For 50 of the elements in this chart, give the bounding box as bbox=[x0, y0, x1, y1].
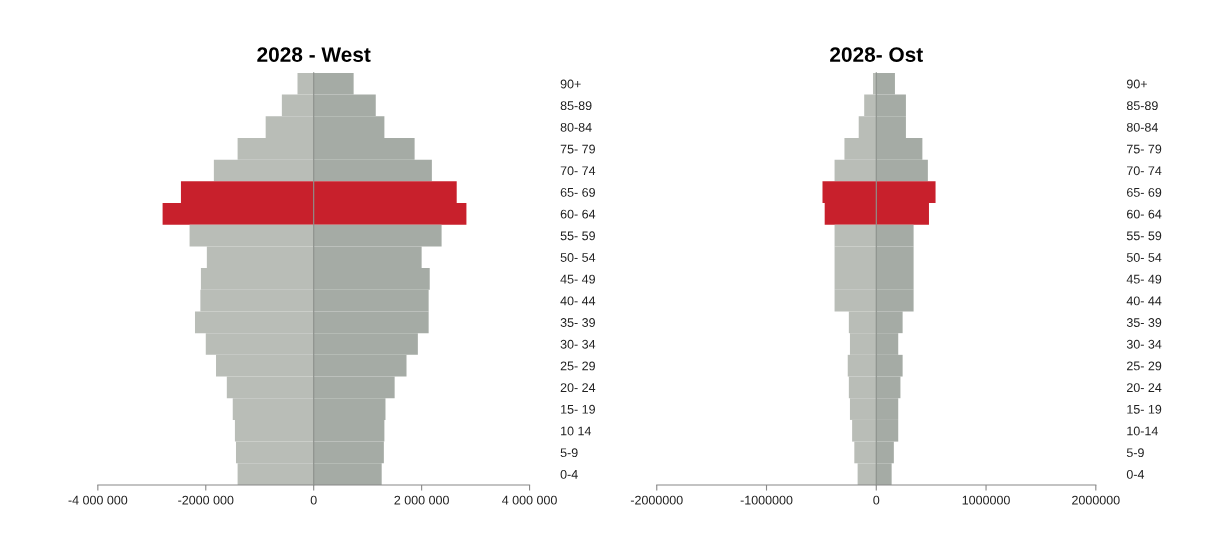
chart-title: 2028- Ost bbox=[830, 47, 923, 62]
y-tick-label: 5-9 bbox=[1126, 448, 1144, 458]
y-tick-label: 70- 74 bbox=[1127, 166, 1162, 176]
y-tick-label: 30- 34 bbox=[1126, 339, 1162, 349]
y-tick-label: 20- 24 bbox=[560, 383, 596, 393]
y-tick-label: 25- 29 bbox=[1126, 361, 1162, 371]
y-tick-label: 80-84 bbox=[1126, 122, 1158, 132]
y-tick-label: 10-14 bbox=[1127, 426, 1158, 436]
y-tick-label: 0-4 bbox=[1126, 469, 1145, 479]
y-tick-label: 50- 54 bbox=[1126, 253, 1162, 262]
y-tick-label: 0-4 bbox=[560, 469, 578, 479]
y-tick-label: 70- 74 bbox=[560, 166, 596, 176]
y-tick-label: 35- 39 bbox=[1126, 318, 1162, 327]
x-tick-label: -4 000 000 bbox=[68, 495, 128, 505]
y-tick-label: 90+ bbox=[560, 79, 581, 89]
y-tick-label: 5-9 bbox=[560, 448, 578, 458]
y-tick-label: 45- 49 bbox=[1126, 274, 1162, 284]
y-tick-label: 55- 59 bbox=[560, 231, 595, 241]
y-tick-label: 60- 64 bbox=[560, 209, 596, 219]
y-tick-label: 15- 19 bbox=[561, 404, 595, 414]
y-tick-label: 80-84 bbox=[560, 122, 592, 132]
x-tick-label: 2000000 bbox=[1072, 495, 1120, 505]
y-tick-label: 60- 64 bbox=[1127, 209, 1162, 219]
y-tick-label: 40- 44 bbox=[560, 296, 596, 306]
y-tick-label: 40- 44 bbox=[1126, 296, 1162, 306]
y-tick-label: 85-89 bbox=[560, 101, 592, 111]
x-tick-label: -2000 000 bbox=[178, 495, 234, 505]
x-tick-label: 0 bbox=[873, 495, 880, 505]
y-tick-label: 25- 29 bbox=[560, 361, 595, 371]
y-tick-label: 20- 24 bbox=[1126, 383, 1162, 393]
x-tick-label: 4 000 000 bbox=[502, 495, 557, 505]
x-tick-label: -2000000 bbox=[630, 495, 683, 505]
x-tick-label: -1000000 bbox=[740, 495, 793, 505]
y-tick-label: 65- 69 bbox=[1127, 187, 1162, 197]
y-tick-label: 30- 34 bbox=[560, 339, 596, 349]
x-tick-label: 0 bbox=[310, 495, 317, 505]
y-tick-label: 65- 69 bbox=[560, 187, 595, 197]
y-tick-label: 75- 79 bbox=[560, 144, 595, 154]
y-tick-label: 35- 39 bbox=[560, 318, 595, 327]
x-tick-label: 1000000 bbox=[962, 495, 1010, 505]
y-tick-label: 85-89 bbox=[1126, 101, 1158, 111]
y-tick-label: 15- 19 bbox=[1127, 404, 1162, 414]
y-tick-label: 45- 49 bbox=[560, 274, 595, 284]
x-tick-label: 2 000 000 bbox=[394, 495, 449, 505]
chart-title: 2028 - West bbox=[257, 47, 371, 62]
y-tick-label: 55- 59 bbox=[1126, 231, 1162, 241]
y-tick-label: 50- 54 bbox=[560, 253, 596, 262]
y-tick-label: 90+ bbox=[1126, 79, 1147, 89]
y-tick-label: 75- 79 bbox=[1127, 144, 1162, 154]
y-tick-label: 10 14 bbox=[561, 426, 592, 436]
